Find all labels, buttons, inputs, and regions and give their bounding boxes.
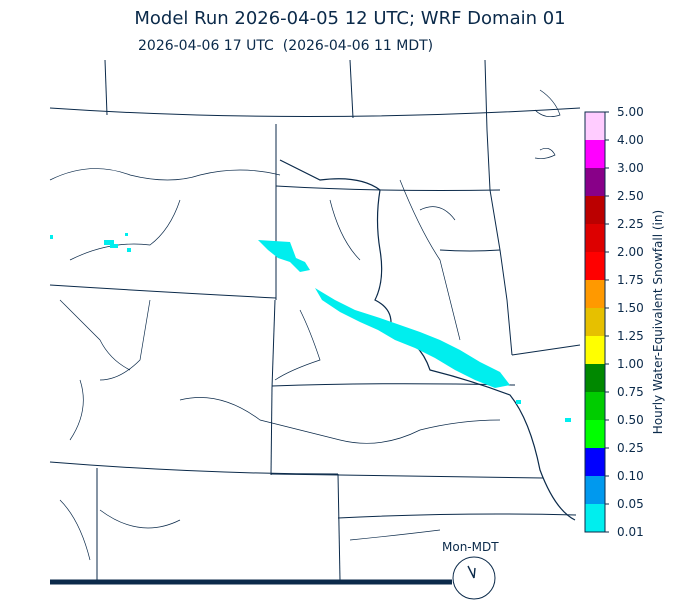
snow-spot-2 [110, 244, 118, 248]
colorbar-title: Hourly Water-Equivalent Snowfall (in) [651, 210, 665, 434]
rivers [49, 89, 576, 561]
colorbar-tick-label: 0.75 [617, 385, 644, 399]
colorbar-swatch [585, 112, 605, 140]
colorbar-tick-label: 2.00 [617, 245, 644, 259]
colorbar-swatch [585, 140, 605, 168]
snow-band-2 [315, 288, 510, 388]
colorbar-frame [584, 111, 606, 533]
snow-spot-7 [565, 418, 571, 422]
snow-band-1 [258, 240, 310, 272]
colorbar-tick-label: 0.10 [617, 469, 644, 483]
colorbar-swatch [585, 308, 605, 336]
colorbar-swatch [585, 420, 605, 448]
colorbar-tick-label: 0.01 [617, 525, 644, 539]
colorbar-tick-label: 5.00 [617, 105, 644, 119]
snow-spot-5 [50, 235, 53, 239]
colorbar-swatch [585, 336, 605, 364]
colorbar-tick-label: 2.25 [617, 217, 644, 231]
map-subtitle: 2026-04-06 17 UTC (2026-04-06 11 MDT) [138, 38, 434, 54]
colorbar-swatch [585, 364, 605, 392]
snow-spot-3 [127, 248, 131, 252]
colorbar-tick-label: 1.50 [617, 301, 644, 315]
snow-spot-4 [125, 233, 128, 236]
colorbar-swatch [585, 224, 605, 252]
colorbar-tick-label: 1.75 [617, 273, 644, 287]
colorbar-swatch [585, 196, 605, 224]
snow-spot-6 [516, 400, 521, 404]
colorbar-swatch [585, 448, 605, 476]
colorbar-tick-label: 4.00 [617, 133, 644, 147]
colorbar-swatch [585, 252, 605, 280]
colorbar-tick-label: 0.25 [617, 441, 644, 455]
colorbar-tick-label: 1.25 [617, 329, 644, 343]
snow-spot-1 [104, 240, 114, 245]
colorbar-tick-label: 0.05 [617, 497, 644, 511]
colorbar-swatch [585, 504, 605, 532]
colorbar: 0.01 0.05 0.10 0.25 0.50 0.75 1.00 1.25 1.50 1.75… [584, 105, 665, 539]
colorbar-swatch [585, 280, 605, 308]
colorbar-tick-label: 2.50 [617, 189, 644, 203]
clock-label: Mon-MDT [442, 540, 499, 554]
colorbar-tick-label: 3.00 [617, 161, 644, 175]
colorbar-tick-label: 1.00 [617, 357, 644, 371]
map-title: Model Run 2026-04-05 12 UTC; WRF Domain … [134, 8, 566, 29]
colorbar-swatch [585, 168, 605, 196]
colorbar-swatch [585, 476, 605, 504]
colorbar-tick-label: 0.50 [617, 413, 644, 427]
colorbar-swatch [585, 392, 605, 420]
clock-icon [452, 556, 496, 600]
state-borders [49, 59, 581, 581]
snowfall-areas [50, 233, 571, 422]
